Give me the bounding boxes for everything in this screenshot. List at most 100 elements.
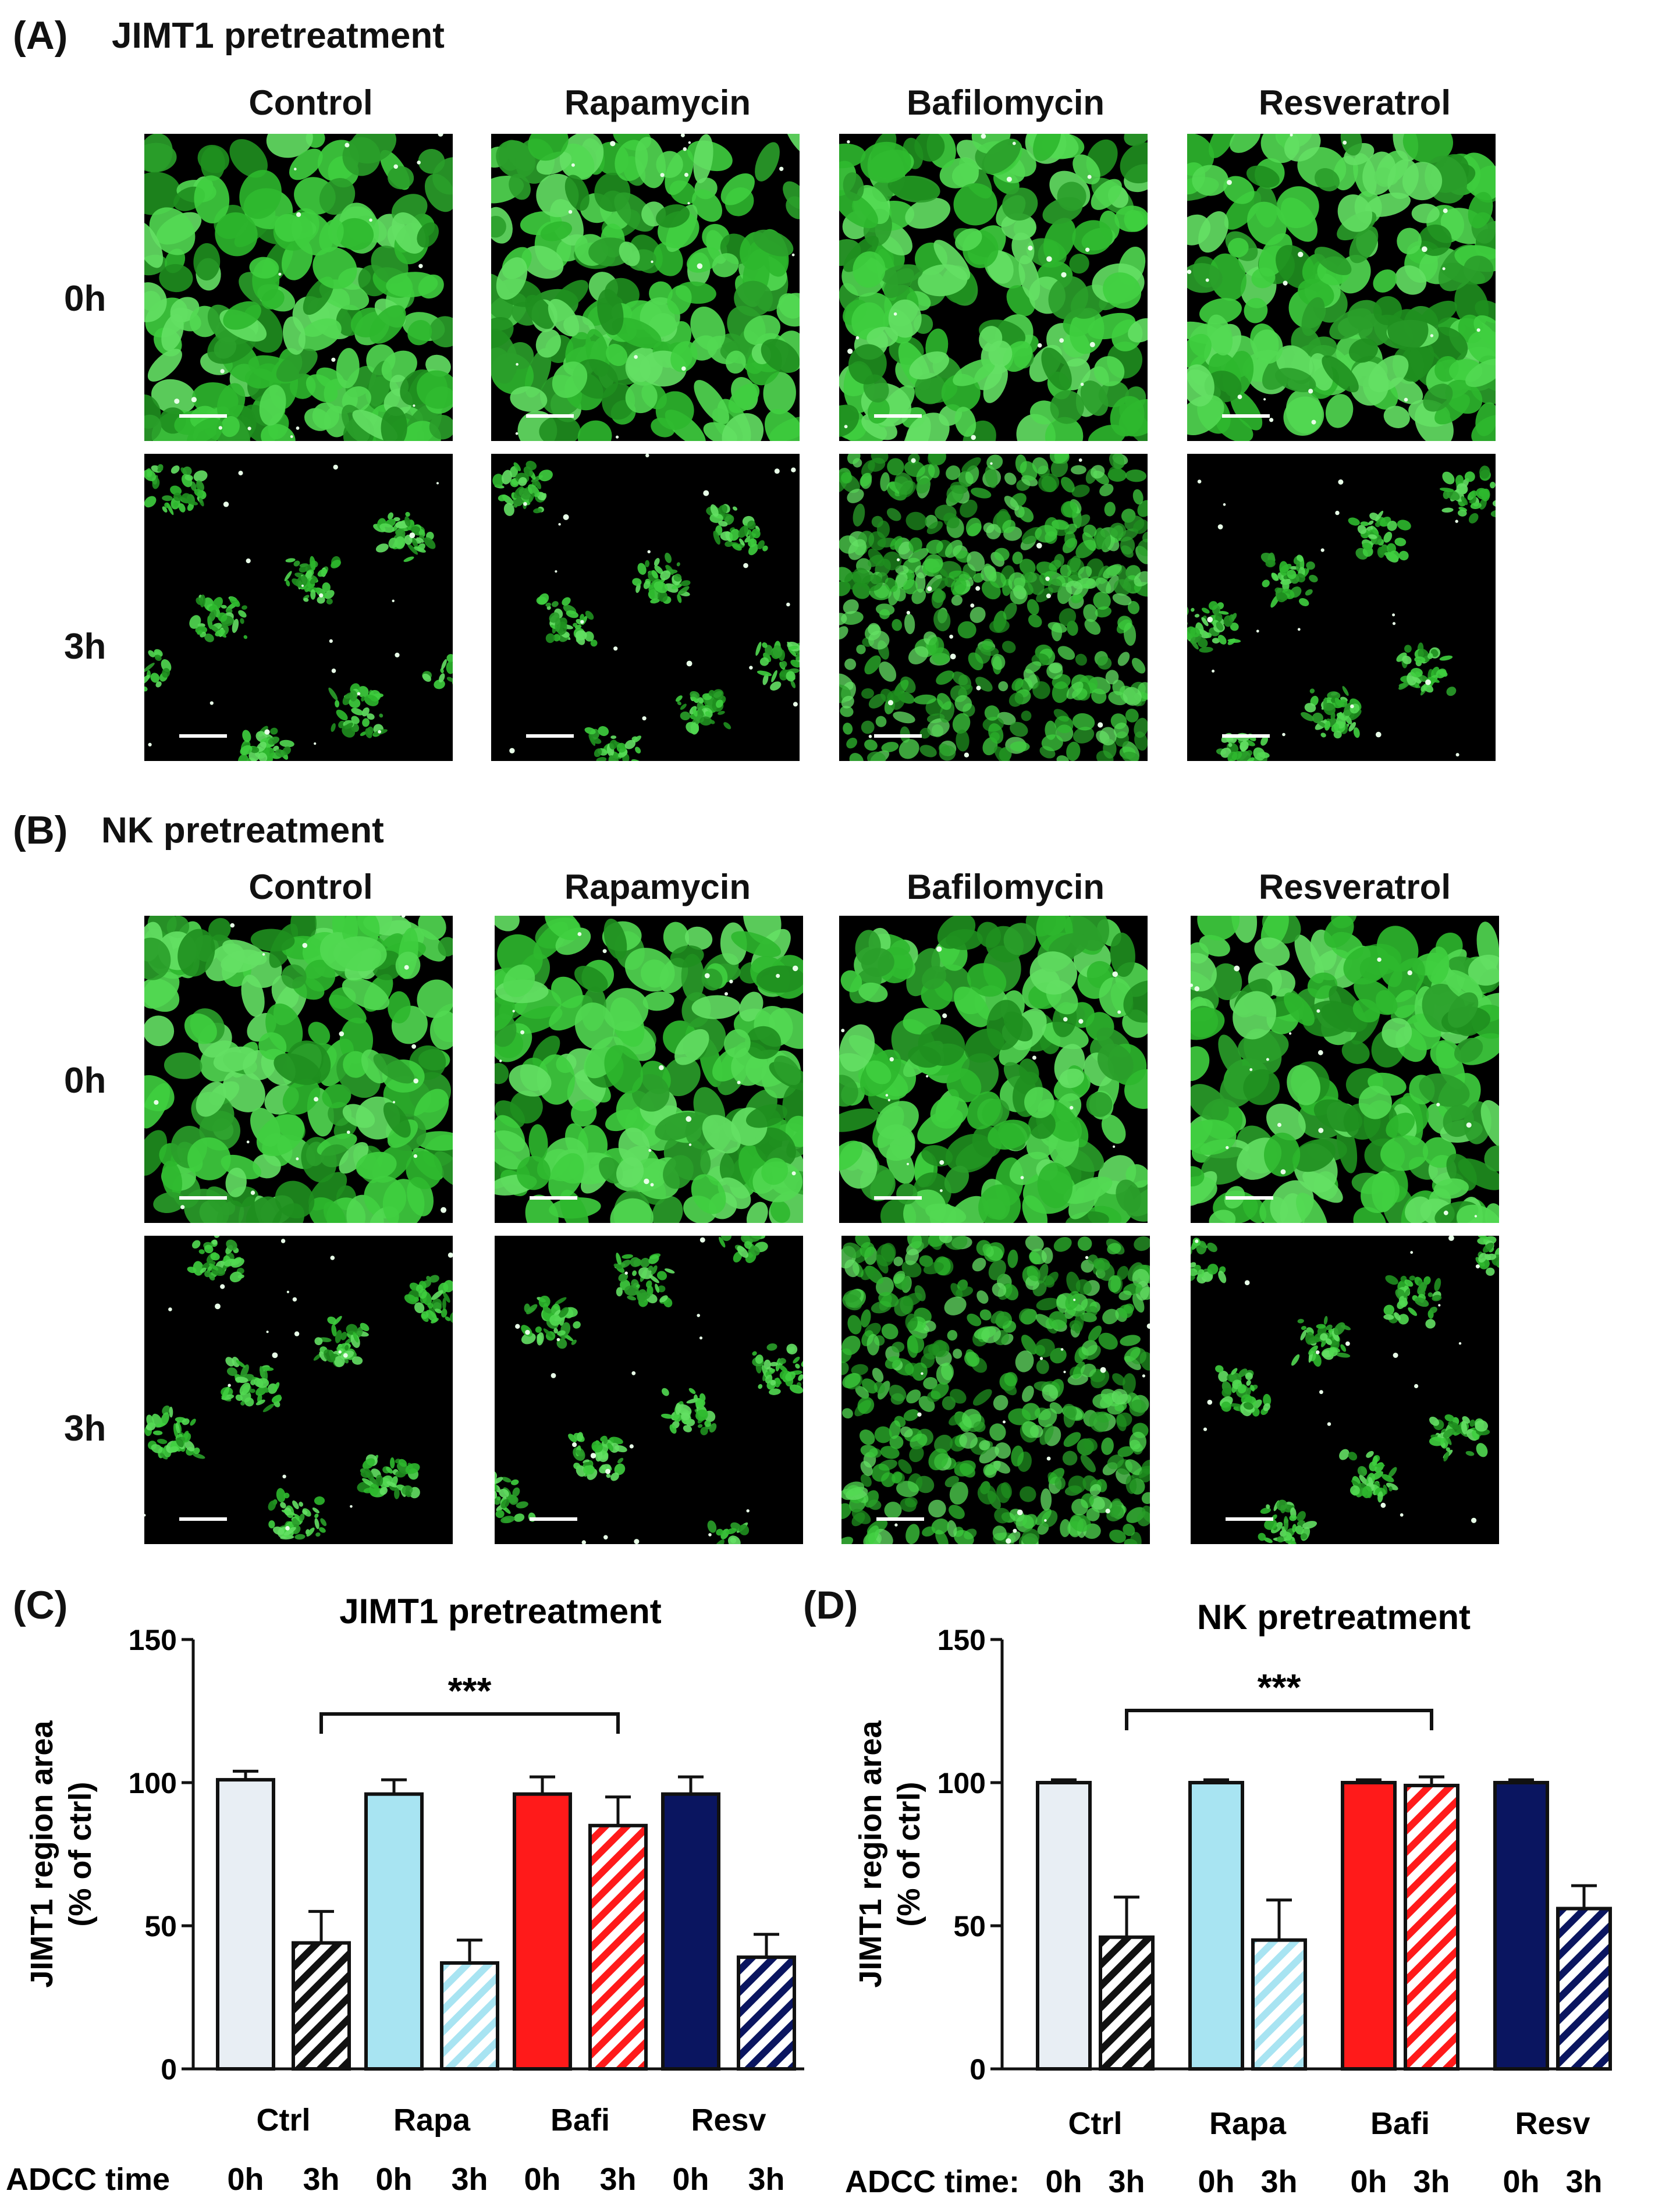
panel-a-row-label-0h: 0h	[64, 279, 106, 319]
micrograph-b-resveratrol-0h	[1191, 916, 1499, 1223]
x-time-label: 3h	[1108, 2164, 1145, 2199]
micrograph-image	[1191, 1236, 1499, 1544]
x-time-label: 3h	[599, 2162, 636, 2197]
x-time-label: 0h	[1198, 2164, 1234, 2199]
panel-a-title: JIMT1 pretreatment	[112, 16, 445, 56]
bar	[661, 1792, 720, 2071]
scale-bar	[179, 734, 227, 738]
micrograph-a-rapamycin-0h	[491, 134, 800, 441]
x-row-label: ADCC time	[6, 2162, 170, 2197]
chart-title: NK pretreatment	[1197, 1598, 1471, 1637]
micrograph-image	[144, 454, 453, 761]
x-time-label: 0h	[1503, 2164, 1539, 2199]
y-tick-label: 100	[937, 1767, 986, 1800]
micrograph-image	[491, 134, 800, 441]
x-group-label: Rapa	[1209, 2106, 1287, 2141]
x-time-label: 3h	[1565, 2164, 1602, 2199]
bar	[364, 1792, 424, 2071]
panel-b-letter: (B)	[13, 808, 68, 852]
scale-bar	[874, 1196, 922, 1200]
panel-b-title: NK pretreatment	[101, 810, 384, 851]
x-group-label: Ctrl	[1068, 2106, 1123, 2141]
micrograph-image	[1187, 454, 1496, 761]
y-tick-label: 50	[953, 1910, 986, 1943]
panel-b-column-label-bafilomycin: Bafilomycin	[906, 867, 1105, 906]
panel-a-row-label-3h: 3h	[64, 627, 106, 667]
micrograph-image	[841, 1236, 1150, 1544]
micrograph-image	[839, 134, 1148, 441]
bar	[440, 1961, 499, 2071]
x-time-label: 3h	[748, 2162, 784, 2197]
bar	[1099, 1935, 1155, 2071]
significance-bracket	[319, 1712, 620, 1734]
x-time-label: 3h	[1413, 2164, 1450, 2199]
panel-b-column-label-rapamycin: Rapamycin	[564, 867, 751, 906]
micrograph-image	[839, 454, 1148, 761]
micrograph-image	[495, 1236, 803, 1544]
x-time-label: 0h	[227, 2162, 264, 2197]
panel-a-column-label-resveratrol: Resveratrol	[1258, 83, 1451, 122]
x-time-label: 0h	[1045, 2164, 1082, 2199]
micrograph-image	[495, 916, 803, 1223]
significance-bracket	[1125, 1709, 1433, 1730]
x-group-label: Resv	[691, 2103, 766, 2138]
panel-b-column-label-control: Control	[248, 867, 373, 906]
bar	[513, 1792, 572, 2071]
x-time-label: 0h	[524, 2162, 560, 2197]
micrograph-image	[144, 916, 453, 1223]
x-time-label: 3h	[1260, 2164, 1297, 2199]
micrograph-b-rapamycin-0h	[495, 916, 803, 1223]
bar	[1556, 1907, 1612, 2071]
scale-bar	[530, 1517, 577, 1521]
scale-bar	[876, 1517, 924, 1521]
x-time-label: 3h	[451, 2162, 488, 2197]
panel-b-column-label-resveratrol: Resveratrol	[1258, 867, 1451, 906]
panel-a-column-label-rapamycin: Rapamycin	[564, 83, 751, 122]
scale-bar	[526, 414, 574, 418]
scale-bar	[179, 1196, 227, 1200]
bar	[1404, 1783, 1459, 2071]
micrograph-image	[491, 454, 800, 761]
scale-bar	[1222, 734, 1270, 738]
micrograph-image	[1191, 916, 1499, 1223]
micrograph-a-bafilomycin-0h	[839, 134, 1148, 441]
micrograph-b-control-3h	[144, 1236, 453, 1544]
scale-bar	[1226, 1517, 1273, 1521]
bar-chart-nk-pretreatment: NK pretreatment JIMT1 region area (% of ct…	[845, 1598, 1612, 2199]
panel-b-row-label-0h: 0h	[64, 1061, 106, 1101]
panel-a-letter: (A)	[13, 13, 68, 58]
micrograph-b-rapamycin-3h	[495, 1236, 803, 1544]
micrograph-image	[144, 134, 453, 441]
micrograph-a-control-3h	[144, 454, 453, 761]
micrograph-a-control-0h	[144, 134, 453, 441]
micrograph-a-resveratrol-3h	[1187, 454, 1496, 761]
x-time-label: 0h	[375, 2162, 412, 2197]
micrograph-a-resveratrol-0h	[1187, 134, 1496, 441]
micrograph-b-bafilomycin-0h	[839, 916, 1148, 1223]
bar	[1188, 1781, 1244, 2071]
scale-bar	[179, 1517, 227, 1521]
micrograph-image	[1187, 134, 1496, 441]
bar	[1251, 1938, 1307, 2071]
panel-a-column-label-bafilomycin: Bafilomycin	[906, 83, 1105, 122]
panel-a-column-label-control: Control	[248, 83, 373, 122]
y-tick-label: 150	[937, 1624, 986, 1656]
bar	[588, 1823, 648, 2071]
x-time-label: 3h	[303, 2162, 339, 2197]
micrograph-a-rapamycin-3h	[491, 454, 800, 761]
bar	[292, 1941, 351, 2071]
x-row-label: ADCC time:	[845, 2164, 1020, 2199]
scale-bar	[1226, 1196, 1273, 1200]
y-tick-label: 0	[970, 2053, 986, 2086]
x-group-label: Ctrl	[257, 2103, 311, 2138]
y-axis-label: JIMT1 region area (% of ctrl)	[853, 1720, 926, 1987]
y-axis-label: JIMT1 region area (% of ctrl)	[24, 1720, 98, 1987]
x-time-label: 0h	[672, 2162, 709, 2197]
micrograph-image	[839, 916, 1148, 1223]
y-tick-label: 0	[161, 2053, 177, 2086]
scale-bar	[530, 1196, 577, 1200]
y-tick-label: 50	[144, 1910, 177, 1943]
chart-title: JIMT1 pretreatment	[339, 1592, 661, 1631]
micrograph-b-control-0h	[144, 916, 453, 1223]
y-tick-label: 150	[129, 1624, 177, 1656]
